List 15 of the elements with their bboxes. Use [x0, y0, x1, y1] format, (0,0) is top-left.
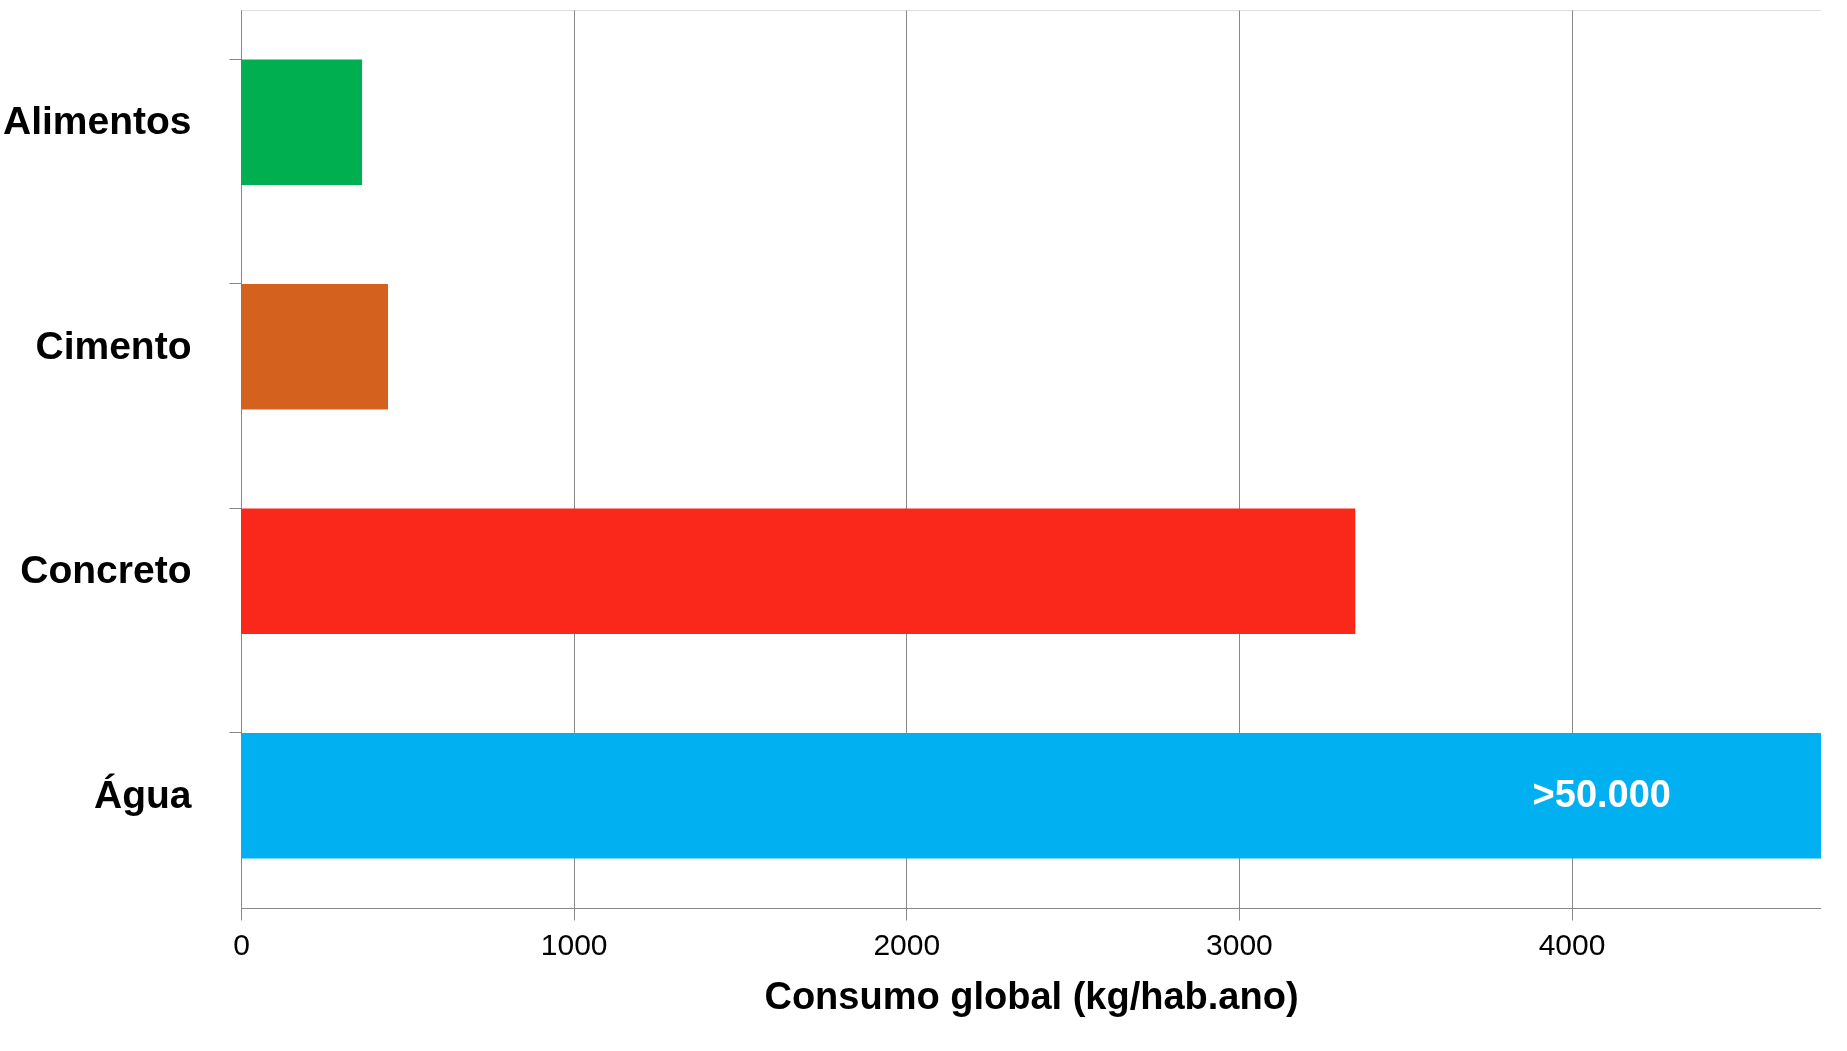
- y-tick-label: Alimentos: [2, 99, 192, 143]
- x-tick-label: 0: [233, 927, 250, 961]
- x-tick-label: 4000: [1538, 927, 1606, 961]
- data-label: >50.000: [1532, 772, 1671, 815]
- x-tick-label: 3000: [1206, 927, 1273, 961]
- bar: [241, 59, 363, 186]
- x-axis-title: Consumo global (kg/hab.ano): [764, 974, 1299, 1017]
- y-tick-label: Água: [94, 772, 192, 816]
- y-tick-label: Concreto: [20, 548, 192, 592]
- bar: [241, 283, 389, 410]
- bar: [241, 732, 1821, 859]
- bar: [241, 508, 1356, 635]
- x-tick-label: 2000: [873, 927, 941, 961]
- x-tick-label: 1000: [540, 927, 608, 961]
- y-tick-label: Cimento: [35, 323, 192, 367]
